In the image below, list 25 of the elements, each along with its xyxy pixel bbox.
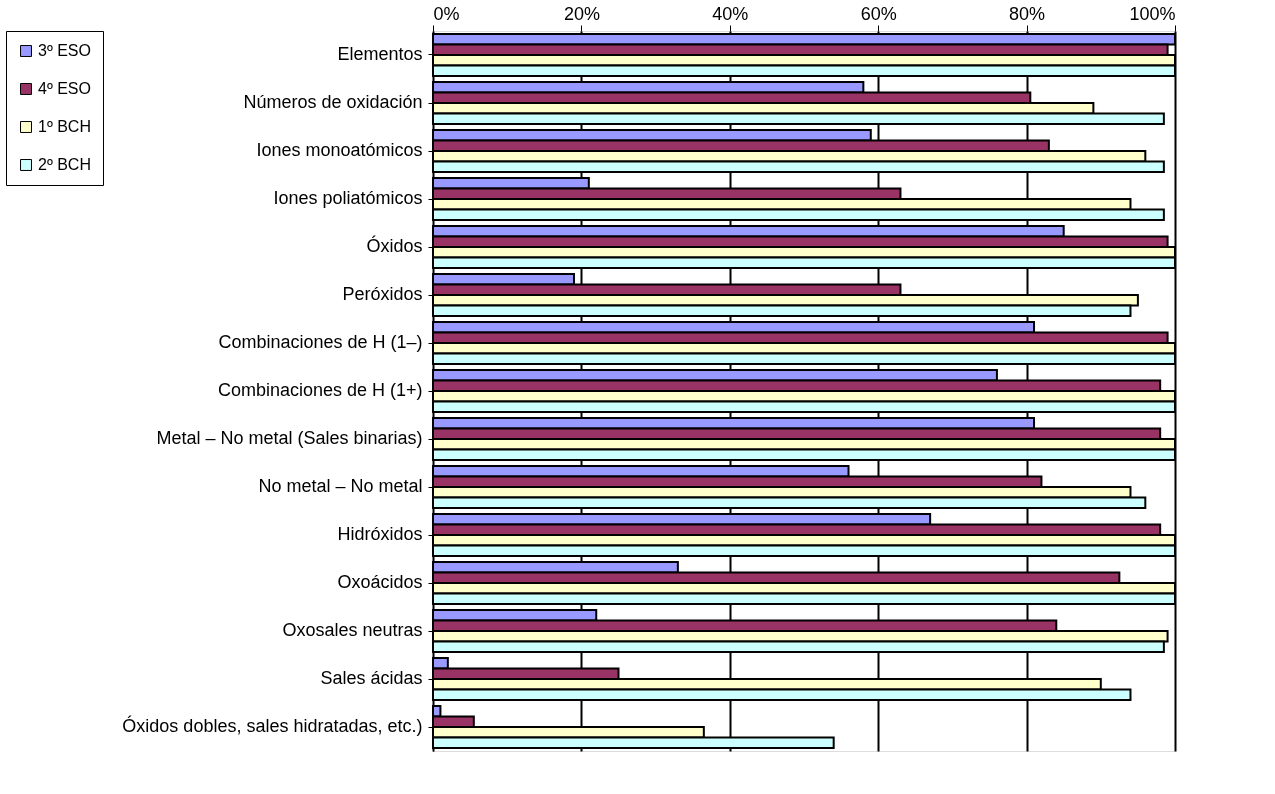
x-tick-label: 40%	[712, 3, 749, 24]
y-tick-label: Iones monoatómicos	[256, 140, 423, 160]
y-tick-label: Oxoácidos	[337, 572, 423, 592]
legend-label: 3º ESO	[38, 42, 91, 59]
y-tick-label: Combinaciones de H (1–)	[218, 332, 423, 352]
y-tick-label: Metal – No metal (Sales binarias)	[156, 428, 423, 448]
y-tick-label: Peróxidos	[342, 284, 423, 304]
y-tick-label: Óxidos	[366, 235, 423, 256]
y-tick-label: Hidróxidos	[337, 524, 423, 544]
legend-label: 2º BCH	[38, 156, 91, 173]
y-tick-label: No metal – No metal	[258, 476, 423, 496]
y-tick-label: Oxosales neutras	[282, 620, 423, 640]
x-tick-label: 80%	[1009, 3, 1046, 24]
y-tick-label: Números de oxidación	[243, 92, 423, 112]
y-tick-label: Sales ácidas	[320, 668, 423, 688]
x-tick-label: 0%	[433, 3, 460, 24]
y-tick-label: Iones poliatómicos	[273, 188, 423, 208]
x-tick-label: 20%	[563, 3, 600, 24]
x-tick-label: 60%	[860, 3, 897, 24]
legend-label: 1º BCH	[38, 118, 91, 135]
y-tick-label: Combinaciones de H (1+)	[217, 380, 423, 400]
x-tick-label: 100%	[1129, 3, 1176, 24]
legend-label: 4º ESO	[38, 80, 91, 97]
y-tick-label: Óxidos dobles, sales hidratadas, etc.)	[122, 715, 423, 736]
y-tick-label: Elementos	[337, 44, 423, 64]
